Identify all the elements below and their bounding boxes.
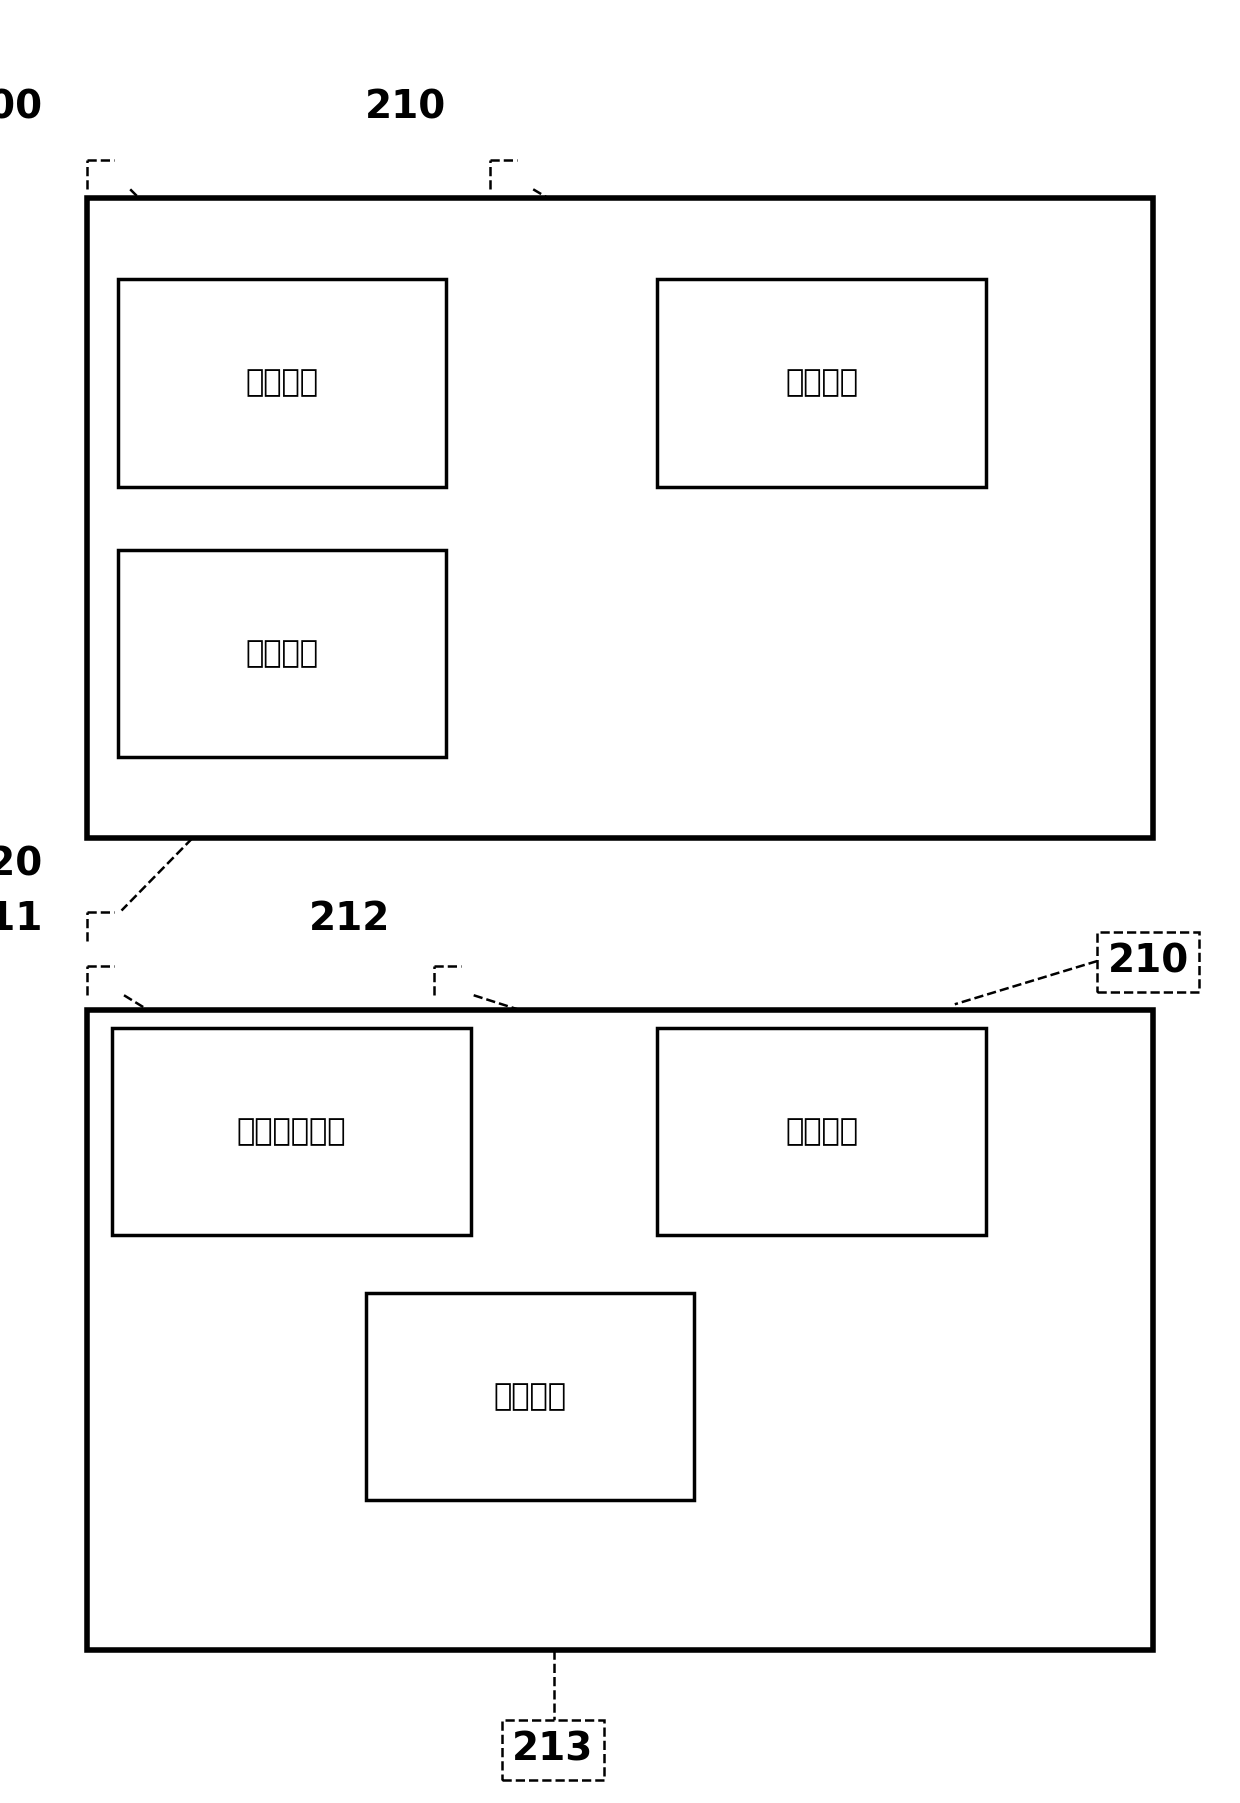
Text: 采集部分: 采集部分 xyxy=(246,368,319,398)
Text: 调节部分: 调节部分 xyxy=(246,638,319,669)
Bar xyxy=(118,550,446,757)
Bar xyxy=(366,1293,694,1500)
Text: 数据收集模块: 数据收集模块 xyxy=(237,1116,346,1147)
Bar xyxy=(657,279,986,487)
Bar xyxy=(1097,932,1199,992)
Text: 220: 220 xyxy=(0,846,43,883)
Text: 变换模块: 变换模块 xyxy=(785,1116,858,1147)
Bar xyxy=(112,1028,471,1235)
Text: 210: 210 xyxy=(365,88,446,126)
Bar xyxy=(87,198,1153,838)
Text: 213: 213 xyxy=(512,1731,594,1769)
Text: 预测模块: 预测模块 xyxy=(494,1381,567,1412)
Text: 控制部分: 控制部分 xyxy=(785,368,858,398)
Bar xyxy=(502,1720,604,1780)
Bar xyxy=(87,1010,1153,1650)
Bar xyxy=(118,279,446,487)
Text: 200: 200 xyxy=(0,88,43,126)
Text: 212: 212 xyxy=(309,900,391,938)
Text: 210: 210 xyxy=(1107,943,1189,981)
Text: 211: 211 xyxy=(0,900,43,938)
Bar xyxy=(657,1028,986,1235)
